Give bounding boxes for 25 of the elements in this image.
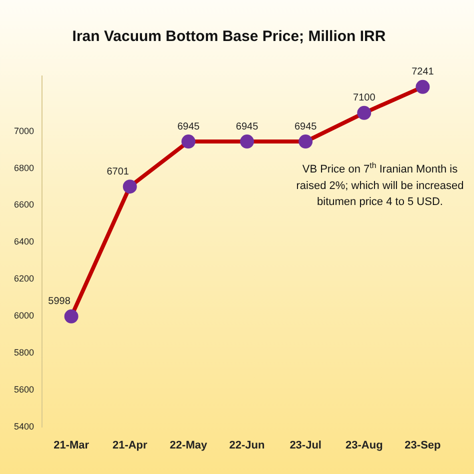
x-tick-label: 21-Apr: [112, 439, 148, 452]
y-tick-label: 5600: [14, 384, 34, 394]
data-label: 6945: [236, 121, 259, 132]
data-label: 5998: [48, 296, 71, 308]
data-label: 7100: [353, 92, 376, 104]
y-tick-label: 5800: [14, 347, 34, 358]
x-tick-label: 23-Sep: [404, 439, 442, 452]
y-tick-label: 5400: [14, 421, 34, 432]
y-tick-label: 6200: [14, 274, 34, 284]
x-tick-label: 23-Aug: [346, 439, 383, 452]
data-label: 6701: [106, 166, 130, 178]
x-tick-label: 23-Jul: [290, 439, 322, 452]
data-label: 7241: [412, 66, 434, 78]
chart-title: Iran Vacuum Bottom Base Price; Million IRR: [72, 28, 386, 46]
y-tick-label: 6000: [14, 310, 34, 321]
y-tick-label: 6600: [14, 200, 34, 210]
data-label: 6945: [177, 121, 200, 132]
x-tick-label: 21-Mar: [54, 439, 90, 452]
x-tick-label: 22-Jun: [229, 439, 266, 452]
data-label: 6945: [294, 121, 318, 132]
y-tick-label: 6400: [14, 236, 34, 247]
y-tick-label: 6800: [14, 162, 34, 173]
x-tick-label: 22-May: [170, 439, 208, 452]
y-tick-label: 7000: [14, 126, 34, 136]
annotation: VB Price on 7$^{th}$ Iranian Month is raised 2%; which will be increased bitumen price 4 to 5 USD.: [295, 160, 465, 210]
